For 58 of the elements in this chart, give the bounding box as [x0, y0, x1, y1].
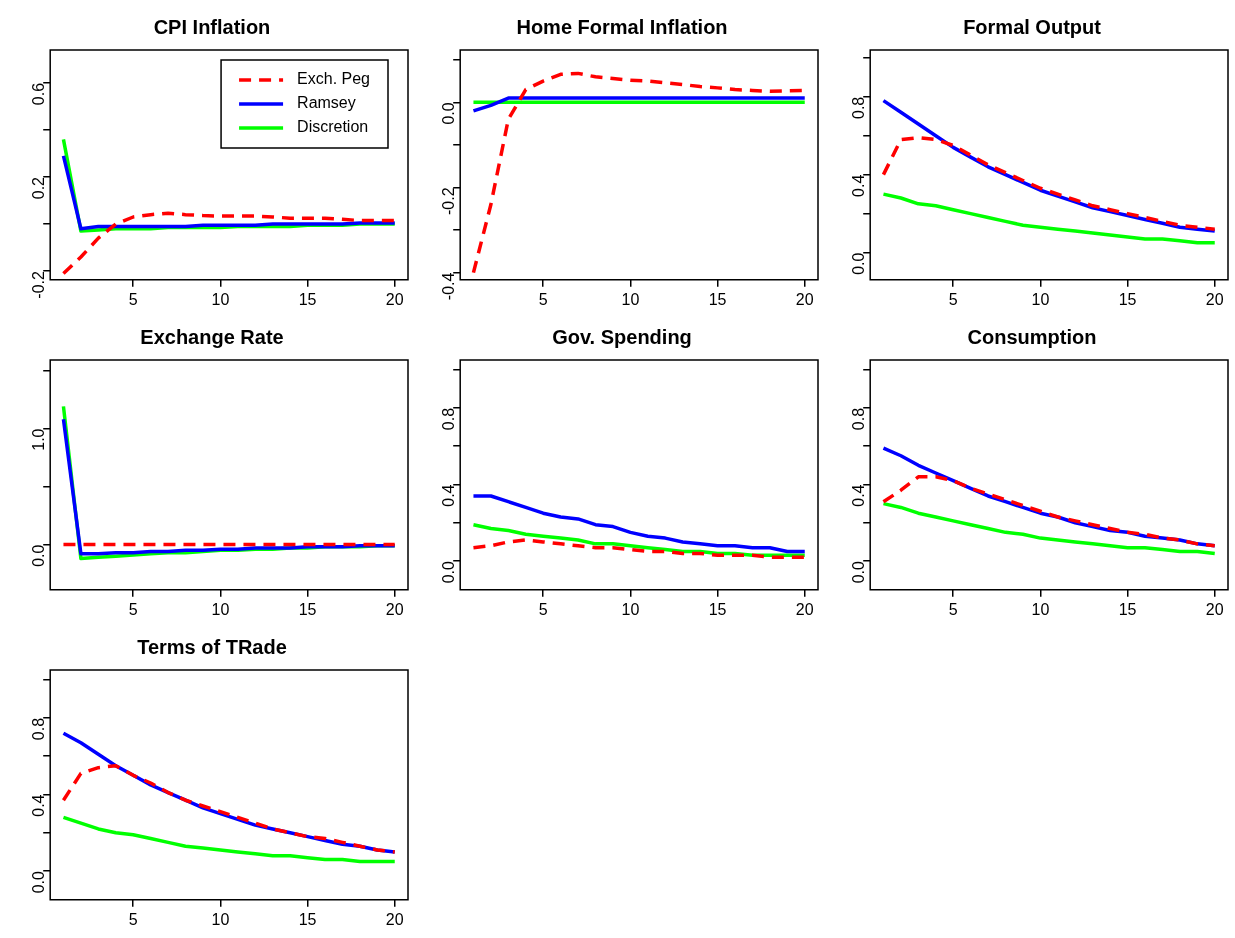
x-tick-label: 10 — [621, 290, 640, 308]
y-tick-label: -0.2 — [29, 271, 47, 299]
x-tick-label: 5 — [538, 290, 548, 308]
x-tick-label: 15 — [1118, 600, 1137, 618]
y-tick-label: 0.4 — [849, 484, 867, 507]
x-tick-label: 10 — [1031, 290, 1050, 308]
chart-title: Terms of TRade — [137, 635, 287, 658]
x-tick-label: 5 — [128, 600, 138, 618]
chart-title: Exchange Rate — [140, 325, 284, 348]
y-tick-label: 0.0 — [439, 102, 457, 125]
x-tick-label: 15 — [298, 290, 317, 308]
x-tick-label: 5 — [128, 910, 138, 928]
x-tick-label: 20 — [385, 290, 404, 308]
y-tick-label: -0.4 — [439, 272, 457, 301]
legend-label: Exch. Peg — [297, 70, 371, 88]
y-tick-label: 0.0 — [29, 870, 47, 894]
legend-label: Ramsey — [297, 94, 356, 112]
x-tick-label: 5 — [128, 290, 138, 308]
x-tick-label: 15 — [708, 290, 727, 308]
x-tick-label: 10 — [211, 290, 230, 308]
y-tick-label: 0.4 — [439, 484, 457, 507]
x-tick-label: 10 — [621, 600, 640, 618]
y-tick-label: 0.8 — [849, 407, 867, 431]
legend-label: Discretion — [297, 118, 369, 136]
x-tick-label: 15 — [1118, 290, 1137, 308]
x-tick-label: 20 — [795, 600, 814, 618]
y-tick-label: 0.0 — [29, 544, 47, 567]
x-tick-label: 10 — [211, 910, 230, 928]
y-tick-label: 0.4 — [29, 794, 47, 817]
y-tick-label: 1.0 — [29, 428, 47, 451]
y-tick-label: -0.2 — [439, 187, 457, 216]
x-tick-label: 20 — [795, 290, 814, 308]
y-tick-label: 0.0 — [439, 560, 457, 584]
y-tick-label: 0.8 — [439, 407, 457, 431]
chart-title: CPI Inflation — [153, 15, 271, 38]
x-tick-label: 10 — [211, 600, 230, 618]
x-tick-label: 20 — [1205, 290, 1224, 308]
y-tick-label: 0.0 — [849, 252, 867, 275]
y-tick-label: 0.2 — [29, 176, 47, 200]
chart-title: Gov. Spending — [552, 325, 692, 348]
chart-title: Consumption — [967, 325, 1097, 348]
y-tick-label: 0.8 — [29, 717, 47, 741]
y-tick-label: 0.8 — [849, 96, 867, 119]
x-tick-label: 5 — [538, 600, 548, 618]
x-tick-label: 10 — [1031, 600, 1050, 618]
x-tick-label: 5 — [948, 290, 958, 308]
y-tick-label: 0.0 — [849, 560, 867, 584]
x-tick-label: 5 — [948, 600, 958, 618]
x-tick-label: 15 — [298, 600, 317, 618]
chart-title: Home Formal Inflation — [516, 15, 728, 38]
x-tick-label: 20 — [385, 600, 404, 618]
x-tick-label: 20 — [1205, 600, 1224, 618]
x-tick-label: 15 — [708, 600, 727, 618]
y-tick-label: 0.4 — [849, 174, 867, 197]
x-tick-label: 20 — [385, 910, 404, 928]
y-tick-label: 0.6 — [29, 82, 47, 106]
x-tick-label: 15 — [298, 910, 317, 928]
chart-title: Formal Output — [963, 15, 1102, 38]
